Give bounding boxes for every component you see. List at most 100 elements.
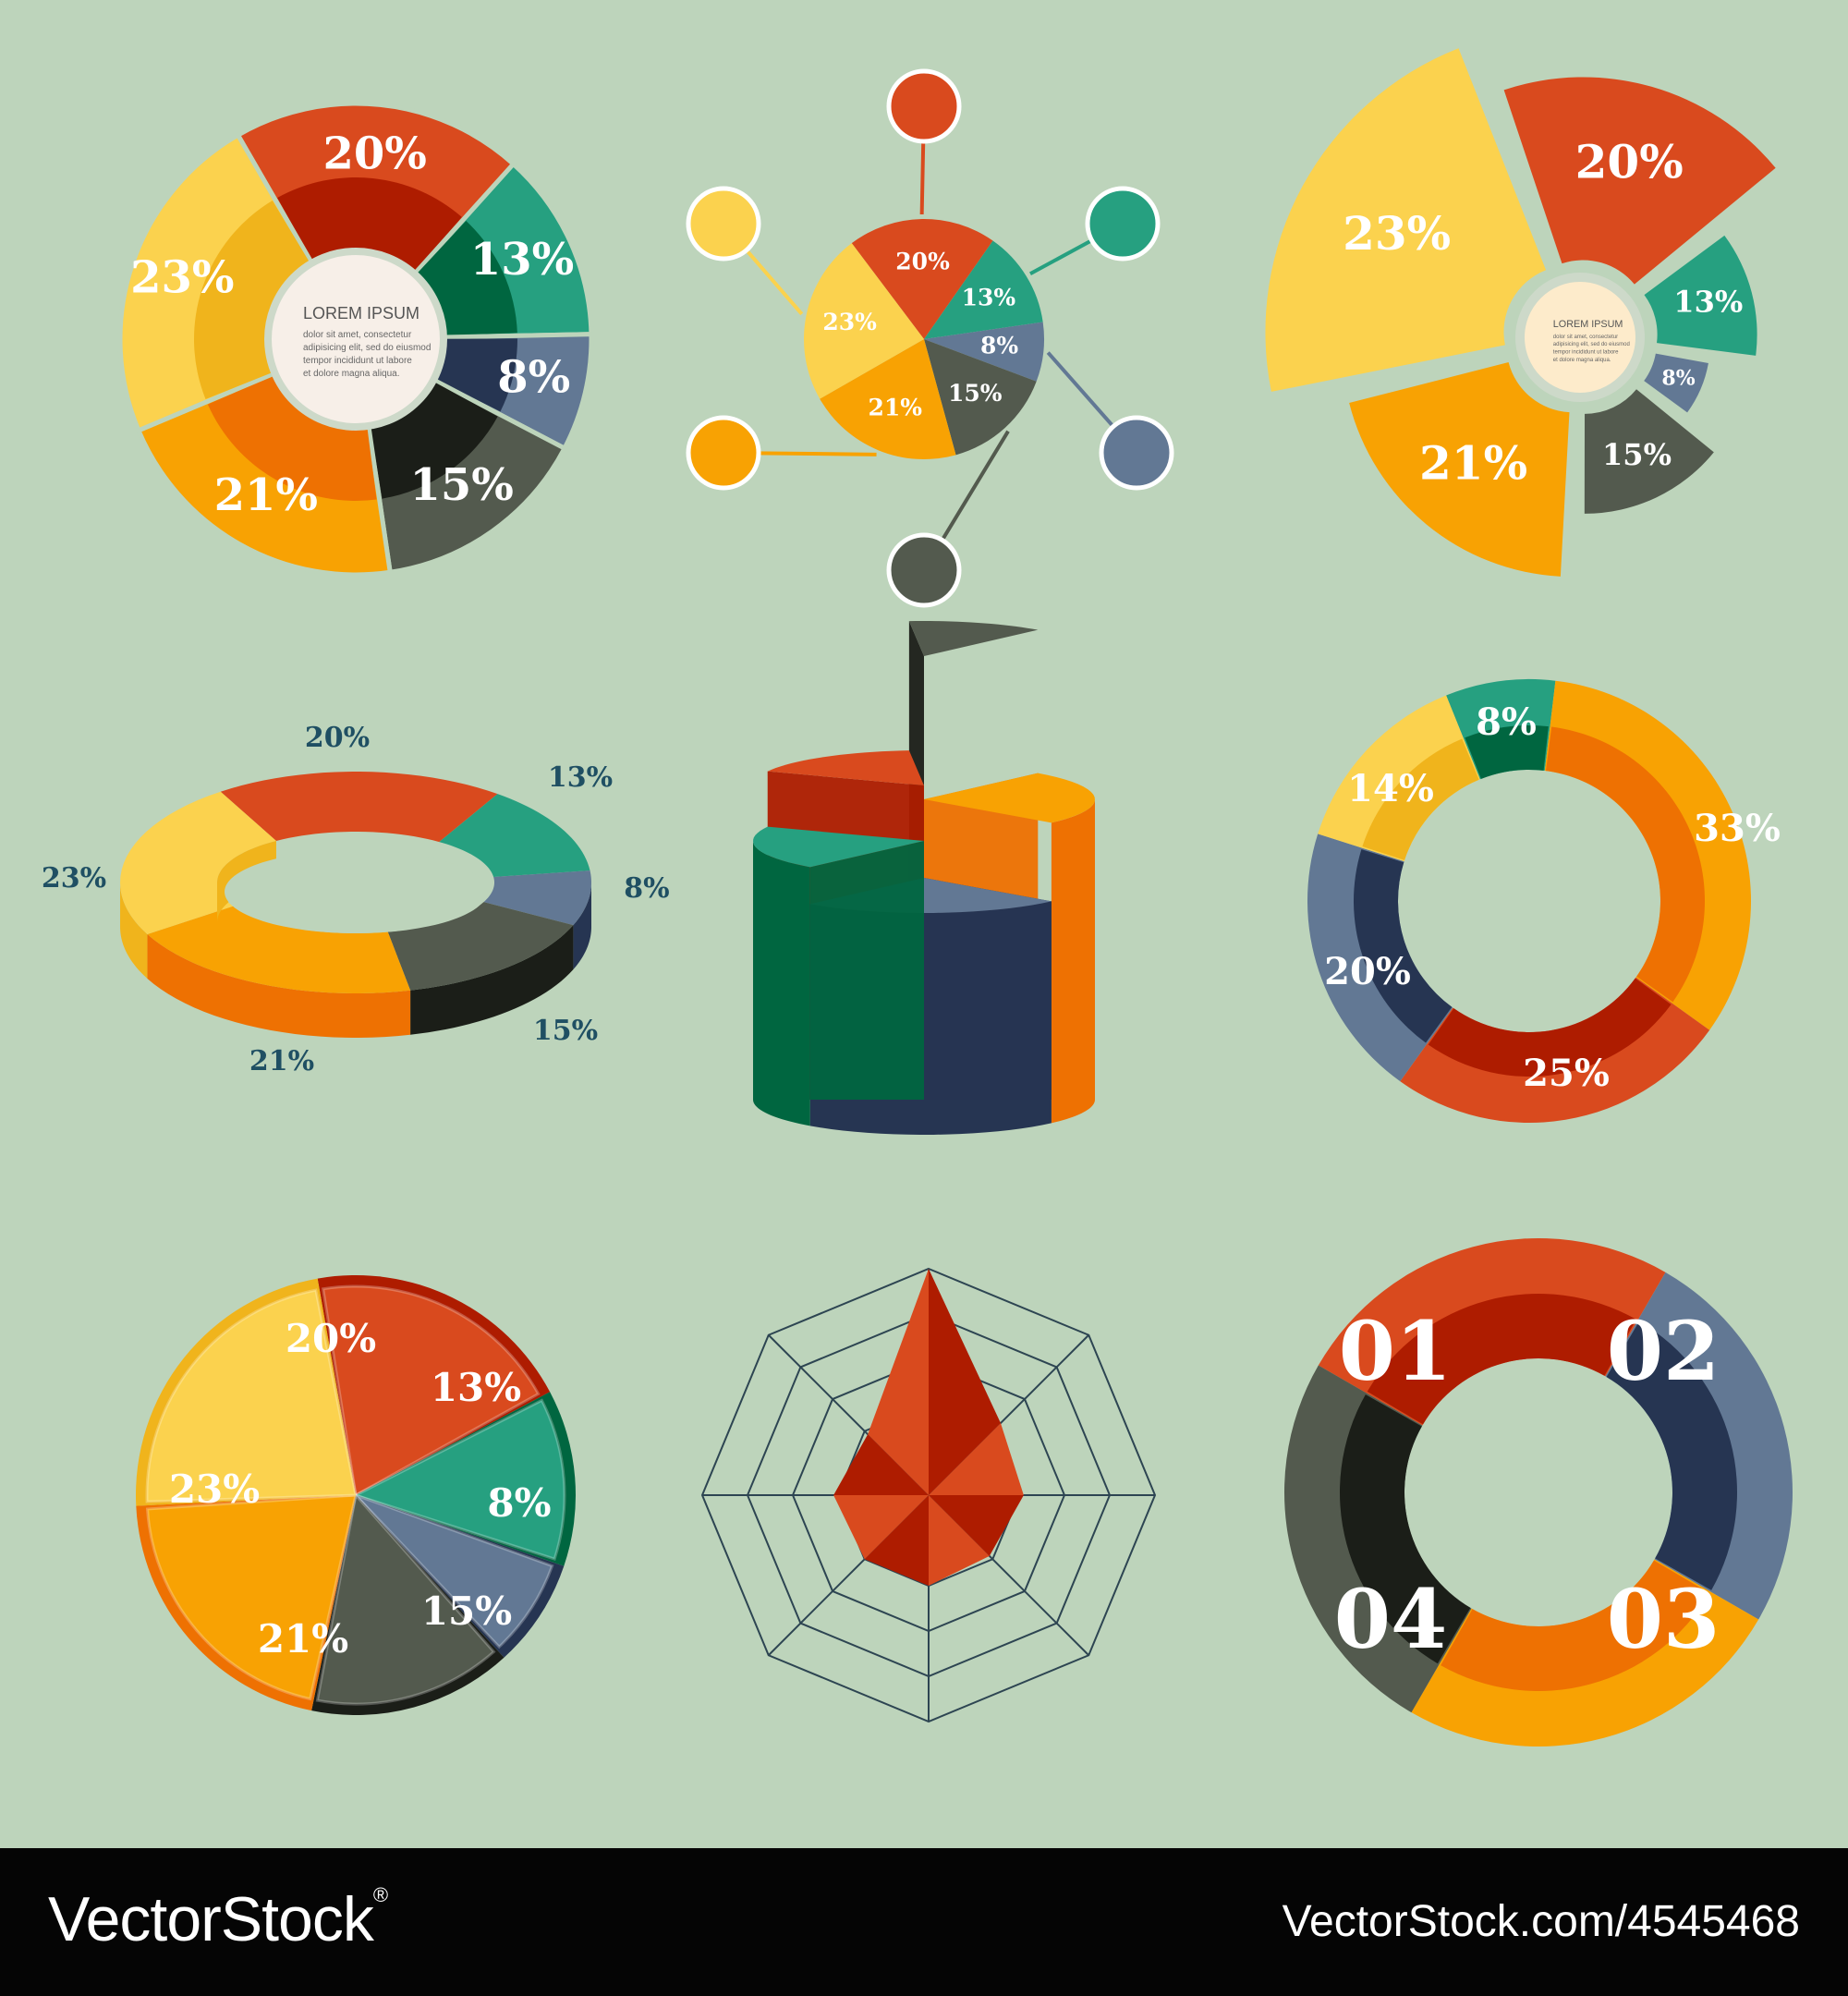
sector-shape <box>1503 77 1776 285</box>
node-circle <box>1085 186 1161 262</box>
slice-inner <box>1354 849 1453 1043</box>
brand-logo[interactable]: VectorStock® <box>48 1883 388 1955</box>
ring-top <box>120 791 276 934</box>
donut-percent-chart: 8% 33% 25% 20% 14% <box>1307 679 1781 1123</box>
slice <box>352 1398 566 1561</box>
exploded-sector-chart: 20% 13% 8% 15% 21% 23% LOREM IPSUM dolor sit am… <box>1265 48 1776 577</box>
node-circle <box>886 68 962 144</box>
slice-label: 23% <box>822 309 877 335</box>
slice-label: 23% <box>42 862 106 895</box>
ring-side <box>573 882 591 970</box>
slice-label: 20% <box>1324 950 1411 993</box>
sector-label: 15% <box>1602 437 1672 472</box>
slice-label: 20% <box>895 249 950 275</box>
footer-bar: VectorStock® VectorStock.com/4545468 <box>0 1848 1848 1996</box>
lorem-text: LOREM IPSUM dolor sit amet, consectetur ad… <box>303 304 431 379</box>
node-circle <box>886 532 962 608</box>
image-reference: VectorStock.com/4545468 <box>1282 1897 1800 1946</box>
lorem-line: tempor incididunt ut labore <box>1553 350 1619 356</box>
sector: 8% <box>1644 353 1708 413</box>
radar-wedge <box>929 1495 990 1586</box>
radar-chart <box>700 1267 1157 1723</box>
ring-3d-chart: 20% 13% 8% 15% 21% 23% <box>42 722 670 1077</box>
slice-label: 13% <box>962 285 1016 311</box>
registered-mark: ® <box>372 1883 388 1906</box>
slice-label: 15% <box>533 1015 598 1047</box>
slice <box>851 218 993 339</box>
radar-wedge <box>833 1434 929 1495</box>
slice-label: 21% <box>249 1045 314 1077</box>
slice-label: 13% <box>470 234 574 286</box>
sector-label: 13% <box>1673 284 1743 319</box>
sector-shape <box>1644 235 1757 356</box>
slice-label: 20% <box>286 1316 376 1361</box>
slice-label: 15% <box>409 459 513 511</box>
sector: 21% <box>1349 362 1570 577</box>
step-number: 02 <box>1607 1303 1720 1399</box>
ring-side <box>410 925 574 1035</box>
sector-shape <box>1265 48 1547 392</box>
column-side <box>1051 799 1095 1124</box>
sector-label: 21% <box>1419 436 1527 491</box>
lorem-line: dolor sit amet, consectetur <box>1553 335 1618 340</box>
slice-label: 14% <box>1347 767 1434 810</box>
slice-label: 8% <box>980 332 1018 359</box>
ring-side <box>120 882 148 979</box>
slice-label: 20% <box>322 128 426 180</box>
sector: 15% <box>1584 389 1714 514</box>
radar-wedge <box>868 1269 929 1495</box>
column-face <box>809 841 924 1100</box>
lorem-line: adipisicing elit, sed do eiusmod <box>303 343 431 353</box>
radar-wedge <box>929 1423 1024 1495</box>
ring-top <box>147 906 411 993</box>
step-number: 01 <box>1339 1303 1452 1399</box>
donut-hole <box>264 248 447 431</box>
slice-label: 21% <box>868 394 922 420</box>
sector-label: 20% <box>1575 135 1684 189</box>
ring-top <box>439 794 590 878</box>
ring-hole <box>225 850 487 933</box>
slice-label: 8% <box>624 872 669 905</box>
slice-label: 8% <box>497 352 570 404</box>
slice <box>924 322 1044 382</box>
slice-label: 15% <box>421 1588 512 1634</box>
lorem-text: LOREM IPSUM dolor sit amet, consectetur ad… <box>1553 319 1630 363</box>
step-inner <box>1441 1560 1710 1691</box>
slice-label: 21% <box>258 1616 348 1661</box>
slice-label: 25% <box>1523 1052 1610 1095</box>
lorem-title: LOREM IPSUM <box>1553 319 1623 330</box>
column-side <box>753 841 810 1126</box>
step-inner <box>1367 1294 1636 1425</box>
slice-inner <box>1465 725 1549 779</box>
column-top <box>908 621 1039 656</box>
pie-network-chart: 20% 13% 8% 15% 21% 23% <box>686 68 1174 608</box>
sector: 20% <box>1503 77 1776 285</box>
column-top <box>753 826 924 868</box>
step-inner <box>1340 1394 1471 1664</box>
sector-shape <box>1644 353 1708 413</box>
node-circle <box>686 186 761 262</box>
lorem-line: tempor incididunt ut labore <box>303 356 412 366</box>
slice-label: 33% <box>1694 807 1781 850</box>
slice <box>354 1493 554 1649</box>
slice-label: 23% <box>130 251 234 303</box>
slice-label: 23% <box>169 1467 260 1512</box>
slice <box>804 243 924 399</box>
sector: 13% <box>1644 235 1757 356</box>
lorem-line: dolor sit amet, consectetur <box>303 330 412 340</box>
node-circle <box>1099 415 1174 491</box>
sector: 23% <box>1265 48 1547 392</box>
ring-side <box>147 933 411 1038</box>
node-circle <box>686 415 761 491</box>
sector-label: 23% <box>1343 206 1451 261</box>
step-number: 03 <box>1607 1571 1720 1667</box>
brand-name: VectorStock <box>48 1884 374 1954</box>
radar-wedge <box>929 1269 1001 1495</box>
step-number: 04 <box>1334 1571 1447 1667</box>
radar-wedge <box>864 1495 929 1586</box>
slice-label: 8% <box>487 1480 551 1526</box>
column-face <box>924 878 1052 1100</box>
lorem-line: et dolore magna aliqua. <box>303 369 400 379</box>
ring-top <box>387 902 574 991</box>
ring-top <box>483 870 591 926</box>
